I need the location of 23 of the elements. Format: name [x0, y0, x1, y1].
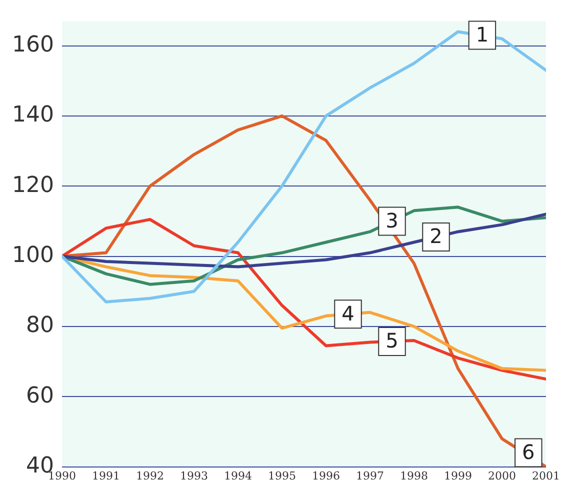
x-tick-label: 1993 — [180, 469, 208, 482]
x-tick-label: 1991 — [92, 469, 120, 482]
annotation: 1 — [476, 22, 489, 46]
annotation: 6 — [522, 440, 535, 464]
x-tick-label: 1996 — [312, 469, 340, 482]
annotation: 3 — [386, 208, 398, 232]
y-tick-label: 80 — [26, 313, 54, 338]
x-tick-label: 1997 — [356, 469, 384, 482]
annotation: 5 — [386, 328, 398, 353]
annotation: 2 — [430, 224, 442, 248]
y-tick-label: 160 — [12, 32, 54, 58]
x-tick-label: 1992 — [136, 469, 164, 482]
x-tick-label: 1999 — [444, 469, 472, 482]
annotation: 4 — [342, 301, 354, 326]
x-tick-label: 1994 — [224, 469, 252, 482]
y-tick-label: 60 — [26, 383, 54, 408]
y-tick-label: 140 — [12, 102, 54, 128]
x-tick-label: 1998 — [400, 469, 428, 482]
x-tick-label: 1995 — [268, 469, 296, 482]
y-tick-label: 100 — [12, 243, 54, 268]
x-tick-label: 2001 — [532, 469, 560, 482]
x-tick-label: 2000 — [488, 469, 516, 482]
y-tick-label: 120 — [12, 172, 54, 198]
